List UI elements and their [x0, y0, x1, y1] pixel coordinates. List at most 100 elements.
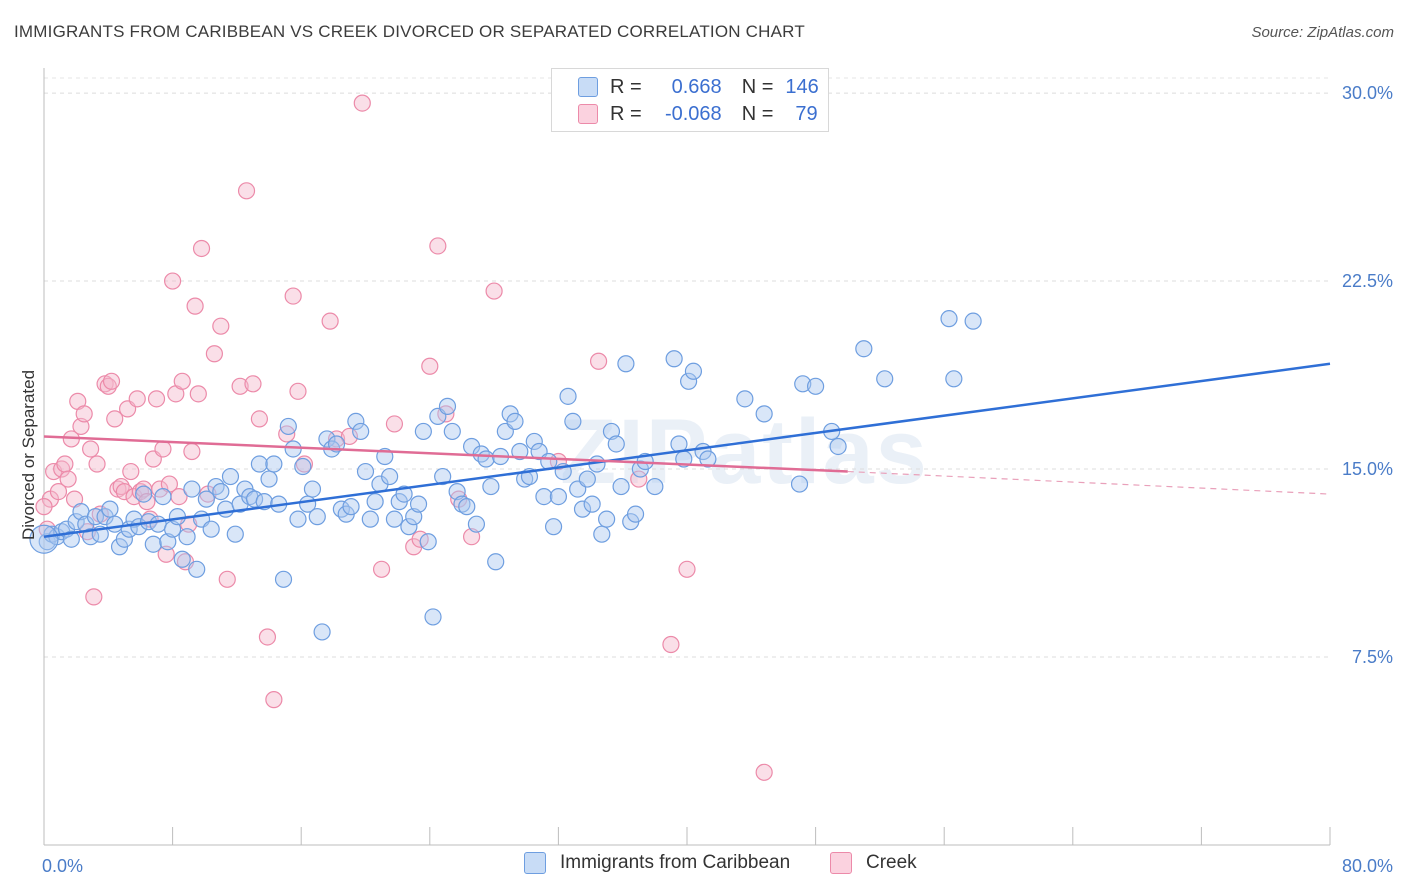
caribbean-point: [274, 570, 293, 588]
caribbean-point: [135, 485, 153, 503]
correlation-legend: R = 0.668 N = 146 R = -0.068 N = 79: [551, 68, 829, 132]
caribbean-point: [289, 510, 307, 528]
caribbean-point: [564, 412, 582, 431]
caribbean-point: [424, 608, 442, 626]
creek-point: [212, 317, 230, 335]
x-tick-label: 0.0%: [42, 856, 83, 876]
caribbean-point: [226, 525, 244, 543]
caribbean-point: [549, 488, 568, 506]
caribbean-point: [665, 350, 683, 368]
caribbean-point: [626, 505, 645, 523]
caribbean-point: [607, 435, 625, 453]
caribbean-point: [308, 508, 326, 526]
creek-point: [192, 239, 211, 258]
caribbean-point: [964, 312, 982, 330]
creek-point: [85, 588, 103, 606]
caribbean-point: [506, 412, 524, 431]
caribbean-point: [511, 442, 529, 461]
caribbean-point: [806, 377, 825, 395]
caribbean-point: [347, 412, 365, 431]
caribbean-point: [578, 470, 596, 488]
caribbean-point: [419, 533, 437, 551]
creek-point: [429, 237, 447, 255]
creek-point: [372, 560, 391, 578]
caribbean-point: [115, 530, 133, 548]
creek-point: [35, 498, 53, 516]
creek-point: [231, 377, 249, 395]
creek-point: [189, 385, 207, 403]
caribbean-point: [279, 417, 297, 436]
caribbean-point: [525, 432, 543, 451]
caribbean-point: [381, 467, 399, 486]
caribbean-point: [477, 450, 495, 468]
caribbean-point: [62, 530, 80, 548]
creek-point: [353, 94, 371, 112]
legend-n-label: N =: [741, 102, 774, 125]
bottom-legend-swatch-caribbean: [524, 852, 546, 874]
trend-lines: [43, 362, 1331, 538]
caribbean-point: [535, 488, 553, 506]
creek-point: [173, 372, 191, 390]
caribbean-point: [646, 477, 664, 496]
creek-point: [421, 357, 439, 375]
creek-point: [164, 272, 182, 290]
creek-point: [56, 455, 74, 473]
bottom-legend-swatch-creek: [830, 852, 852, 874]
creek-point: [91, 505, 109, 523]
y-tick-label: 30.0%: [1342, 83, 1393, 103]
caribbean-point: [467, 515, 486, 533]
creek-point: [183, 442, 201, 461]
creek-point: [128, 390, 146, 408]
caribbean-point: [434, 467, 452, 486]
creek-point: [112, 477, 130, 496]
caribbean-point: [106, 515, 124, 533]
caribbean-point: [438, 397, 457, 415]
source-label: Source: ZipAtlas.com: [1251, 24, 1394, 41]
caribbean-points: [29, 310, 982, 641]
creek-trend-line: [43, 435, 848, 473]
caribbean-point: [794, 375, 812, 393]
caribbean-point: [265, 455, 283, 473]
chart-title: IMMIGRANTS FROM CARIBBEAN VS CREEK DIVOR…: [14, 22, 805, 41]
caribbean-point: [67, 513, 85, 531]
caribbean-point: [680, 372, 698, 390]
caribbean-point: [559, 387, 577, 405]
caribbean-point: [202, 520, 220, 538]
tick-labels: 7.5% 15.0% 22.5% 30.0% 0.0% 80.0%: [42, 83, 1393, 876]
legend-row-caribbean: R = 0.668 N = 146: [552, 73, 819, 101]
caribbean-point: [197, 490, 215, 508]
creek-point: [106, 410, 124, 428]
creek-trend-extension: [847, 470, 1331, 495]
y-tick-label: 7.5%: [1352, 647, 1393, 667]
caribbean-point: [583, 495, 601, 513]
bottom-legend-label-caribbean: Immigrants from Caribbean: [560, 852, 791, 873]
creek-point: [102, 372, 121, 390]
caribbean-point: [86, 508, 105, 526]
caribbean-point: [217, 500, 235, 518]
caribbean-point: [855, 340, 873, 358]
creek-point: [131, 482, 150, 501]
watermark: ZIPatlas: [560, 401, 929, 503]
creek-point: [218, 570, 236, 588]
creek-point: [678, 560, 696, 578]
creek-point: [289, 382, 307, 400]
creek-point: [589, 352, 608, 370]
legend-r-value: -0.068: [664, 102, 722, 125]
caribbean-point: [82, 528, 100, 546]
y-tick-label: 22.5%: [1342, 271, 1393, 291]
caribbean-point: [573, 500, 592, 518]
creek-point: [122, 462, 140, 481]
caribbean-point: [684, 362, 703, 380]
caribbean-point: [260, 470, 278, 488]
legend-n-value: 79: [795, 102, 818, 125]
caribbean-point: [352, 422, 370, 441]
bottom-legend-creek: Creek: [830, 852, 917, 874]
caribbean-point: [612, 477, 630, 496]
creek-point: [265, 691, 283, 709]
caribbean-point: [544, 518, 563, 536]
caribbean-point: [790, 475, 809, 493]
caribbean-point: [207, 477, 225, 496]
caribbean-point: [144, 535, 162, 553]
caribbean-point: [593, 525, 611, 543]
